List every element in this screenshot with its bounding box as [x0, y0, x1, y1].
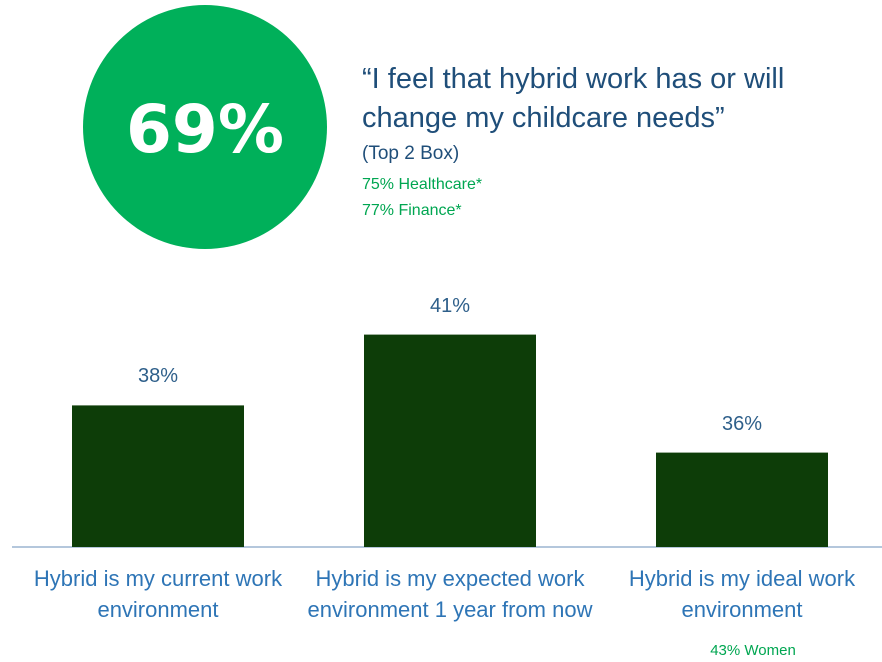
detail: 75% Healthcare* — [362, 176, 483, 193]
bar — [364, 334, 536, 547]
x-tick-label: Hybrid is my ideal work environment — [628, 566, 856, 622]
note: (Top 2 Box) — [362, 143, 460, 164]
annotation: 43% Women — [710, 642, 796, 659]
bar — [656, 452, 828, 547]
value-label: 36% — [721, 412, 763, 435]
x-tick-label: Hybrid is my expected work environment 1… — [307, 566, 593, 622]
value-label: 38% — [137, 365, 179, 388]
x-tick-label: Hybrid is my current work environment — [33, 566, 283, 622]
quote: “I feel that hybrid work has or will cha… — [362, 63, 785, 134]
big-stat: 69% — [126, 91, 284, 168]
bar — [72, 405, 244, 547]
detail: 77% Finance* — [362, 202, 462, 219]
value-label: 41% — [429, 294, 471, 317]
stat-circle — [83, 5, 327, 249]
